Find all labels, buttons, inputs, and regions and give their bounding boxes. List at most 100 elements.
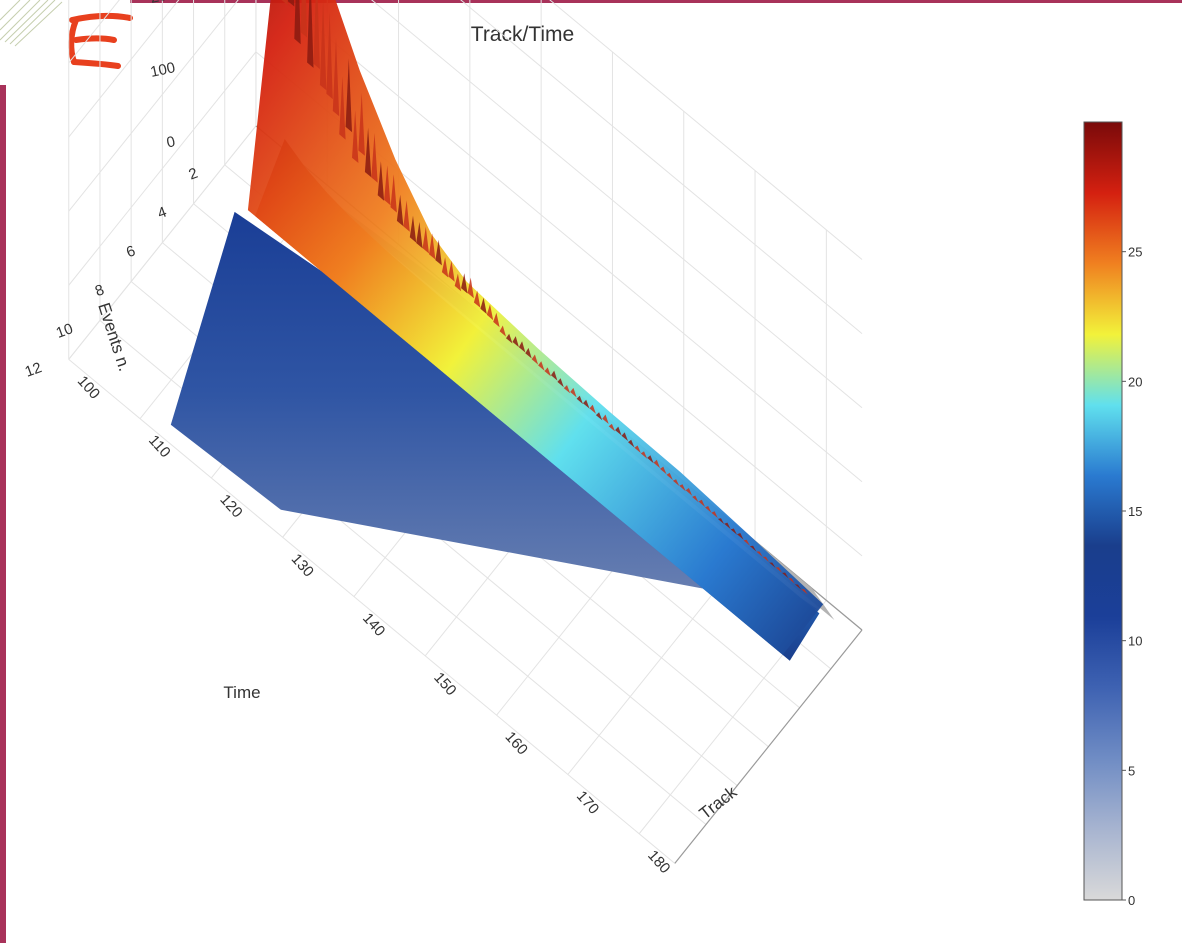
colorbar-tick-label: 10 bbox=[1128, 634, 1142, 649]
gridline-events-wall bbox=[549, 0, 863, 260]
surface-spike bbox=[326, 11, 333, 100]
surface-spike bbox=[640, 451, 648, 459]
surface-spike bbox=[409, 215, 417, 243]
surface-spike bbox=[634, 445, 641, 453]
surface-spike bbox=[583, 399, 590, 409]
z-tick-label: 100 bbox=[149, 59, 177, 81]
surface-spike bbox=[429, 233, 436, 260]
surface-spike bbox=[396, 194, 404, 227]
surface-spike bbox=[692, 495, 699, 503]
surface-peak-wall bbox=[247, 0, 824, 655]
surface-spike bbox=[300, 0, 308, 38]
gridline-events-wall bbox=[68, 0, 239, 212]
surface-spike bbox=[705, 506, 712, 513]
surface-spike bbox=[782, 572, 789, 579]
surface-spike bbox=[294, 0, 301, 45]
surface-spike bbox=[403, 200, 410, 232]
axis-line-track bbox=[674, 629, 863, 864]
surface-spike bbox=[653, 459, 660, 469]
surface-spike bbox=[621, 432, 628, 441]
brand-logo bbox=[0, 0, 133, 69]
surface-spike bbox=[461, 273, 468, 294]
surface-spike bbox=[724, 522, 731, 530]
surface-spike bbox=[287, 0, 295, 7]
surface-spike bbox=[608, 423, 616, 432]
colorbar-tick-label: 25 bbox=[1128, 245, 1142, 260]
z-axis-title: Events n. bbox=[94, 300, 134, 373]
y-tick-label: 4 bbox=[155, 204, 169, 223]
surface-spike bbox=[531, 354, 539, 365]
surface-spike bbox=[416, 221, 423, 249]
surface-spike bbox=[756, 551, 763, 557]
surface-spike bbox=[749, 545, 757, 552]
surface-spike bbox=[698, 499, 705, 507]
surface-spike bbox=[473, 290, 481, 308]
header-accent-line bbox=[130, 0, 1182, 3]
surface-spike bbox=[332, 38, 340, 117]
surface-spike bbox=[615, 426, 622, 436]
surface-spike bbox=[518, 341, 526, 353]
surface-spike bbox=[384, 165, 391, 206]
surface-spike bbox=[358, 92, 365, 156]
surface-spike bbox=[499, 325, 506, 337]
colorbar-tick-label: 15 bbox=[1128, 504, 1142, 519]
surface-spike bbox=[493, 312, 500, 328]
surface-spike bbox=[730, 528, 737, 535]
surface-spike bbox=[506, 333, 513, 344]
surface-spike bbox=[544, 367, 551, 377]
surface-spike bbox=[666, 472, 673, 481]
gridline-events-wall bbox=[68, 0, 180, 138]
x-axis-title: Track bbox=[696, 782, 741, 823]
x-tick-label: 160 bbox=[502, 728, 531, 758]
surface-spike bbox=[454, 273, 462, 292]
surface-spike bbox=[435, 239, 442, 266]
surface-spike bbox=[371, 133, 378, 183]
x-tick-label: 120 bbox=[216, 491, 245, 521]
surface-spike bbox=[628, 439, 635, 448]
surface-spike bbox=[717, 518, 725, 525]
gridline-events-wall bbox=[281, 0, 863, 483]
x-tick-label: 100 bbox=[74, 373, 103, 403]
gridline-events-wall bbox=[68, 51, 257, 286]
surface-spike bbox=[422, 226, 429, 254]
surface-spike bbox=[775, 567, 782, 573]
sidebar-accent-line bbox=[0, 85, 6, 943]
surface-spike bbox=[313, 0, 320, 70]
surface-spike bbox=[660, 466, 667, 475]
surface-spike bbox=[448, 260, 455, 282]
surface-spike bbox=[377, 161, 385, 201]
surface-spike bbox=[602, 414, 609, 424]
surface-spike bbox=[480, 297, 487, 315]
surface-spike bbox=[769, 562, 776, 568]
surface-spike bbox=[801, 589, 808, 595]
surface-spike bbox=[538, 361, 545, 371]
surface-spike bbox=[570, 387, 577, 398]
surface-spike bbox=[762, 556, 770, 563]
y-tick-label: 8 bbox=[93, 281, 107, 300]
surface-spike bbox=[467, 277, 474, 299]
surface-spike bbox=[672, 479, 680, 486]
surface-spike bbox=[743, 539, 750, 546]
surface-spike bbox=[647, 455, 654, 464]
z-tick-label: 0 bbox=[165, 133, 177, 151]
y-axis-title: Time bbox=[223, 683, 260, 702]
x-tick-label: 130 bbox=[288, 551, 317, 581]
colorbar: 0 5 10 15 20 25 bbox=[1083, 121, 1142, 908]
surface-spike bbox=[345, 58, 352, 133]
gridline-events-wall bbox=[68, 0, 120, 64]
surface-spike bbox=[589, 404, 596, 414]
gridline-time-floor bbox=[68, 358, 676, 864]
y-tick-label: 2 bbox=[186, 165, 200, 184]
surface-spike bbox=[307, 0, 314, 68]
surface-spike bbox=[281, 0, 288, 6]
gridline-events-wall bbox=[371, 0, 863, 409]
x-tick-label: 180 bbox=[644, 847, 673, 877]
surface-spike bbox=[737, 533, 744, 540]
surface-spike bbox=[563, 385, 571, 394]
x-tick-label: 170 bbox=[573, 788, 602, 818]
colorbar-tick-label: 20 bbox=[1128, 374, 1142, 389]
colorbar-tick-label: 5 bbox=[1128, 763, 1135, 778]
surface-spike bbox=[788, 578, 795, 584]
surface-spike bbox=[794, 584, 802, 590]
